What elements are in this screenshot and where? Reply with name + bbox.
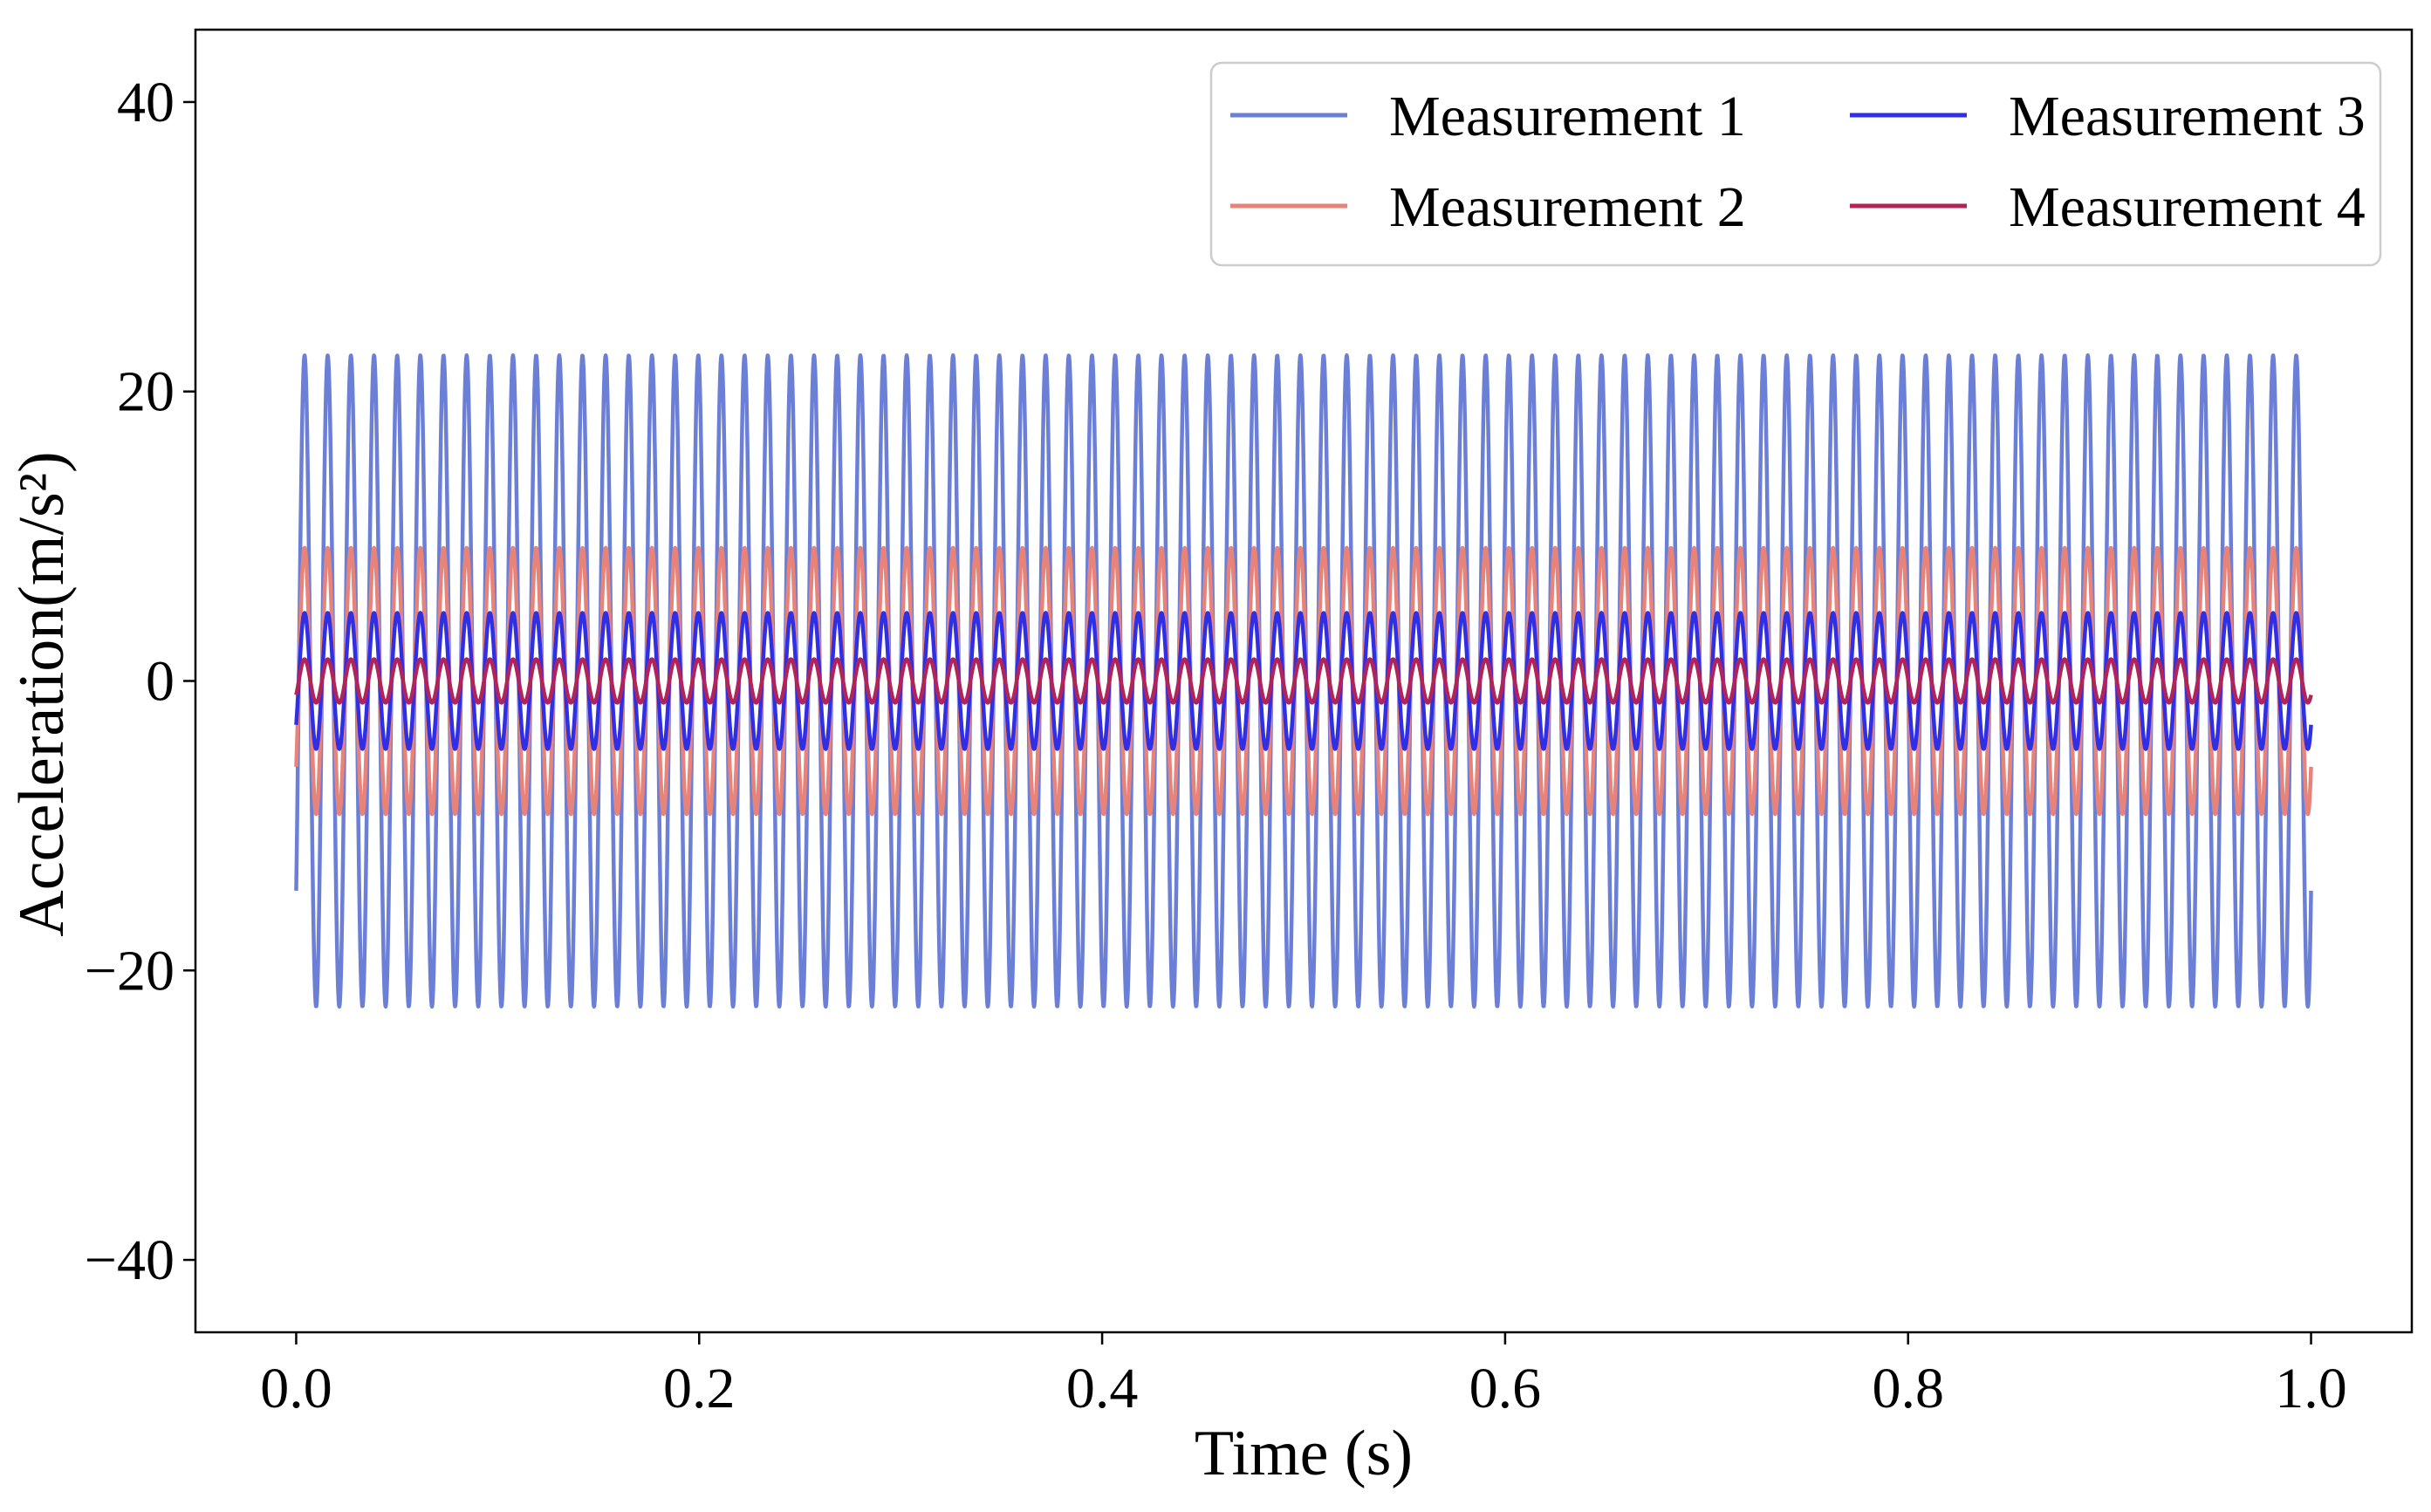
ticks-layer: 0.0 0.2 0.4 0.6 0.8 1.0 −40 −20 0 20 40 [85, 71, 2347, 1420]
legend: Measurement 1 Measurement 2 Measurement 3 M… [1209, 61, 2382, 267]
y-tick-label: 0 [146, 650, 175, 714]
y-tick-label: −40 [85, 1228, 175, 1292]
series-layer [294, 353, 2313, 1009]
x-tick-label: 1.0 [2275, 1357, 2347, 1420]
legend-label-3: Measurement 3 [2009, 85, 2366, 148]
series-line-4 [294, 657, 2313, 705]
series-line-1 [294, 353, 2313, 1009]
x-tick-label: 0.2 [663, 1357, 736, 1420]
x-tick-label: 0.4 [1066, 1357, 1139, 1420]
legend-box [1209, 61, 2382, 267]
x-tick-label: 0.6 [1469, 1357, 1542, 1420]
x-axis-label: Time (s) [1195, 1418, 1413, 1489]
y-tick-label: 20 [117, 360, 175, 424]
legend-label-2: Measurement 2 [1389, 175, 1746, 239]
y-axis-label: Acceleration(m/s²) [6, 451, 78, 936]
y-tick-label: 40 [117, 71, 175, 134]
x-tick-label: 0.0 [260, 1357, 332, 1420]
y-tick-label: −20 [85, 939, 175, 1002]
series-line-3 [294, 611, 2313, 751]
legend-label-1: Measurement 1 [1389, 85, 1746, 148]
series-line-2 [294, 545, 2313, 817]
legend-label-4: Measurement 4 [2009, 175, 2366, 239]
x-tick-label: 0.8 [1872, 1357, 1944, 1420]
